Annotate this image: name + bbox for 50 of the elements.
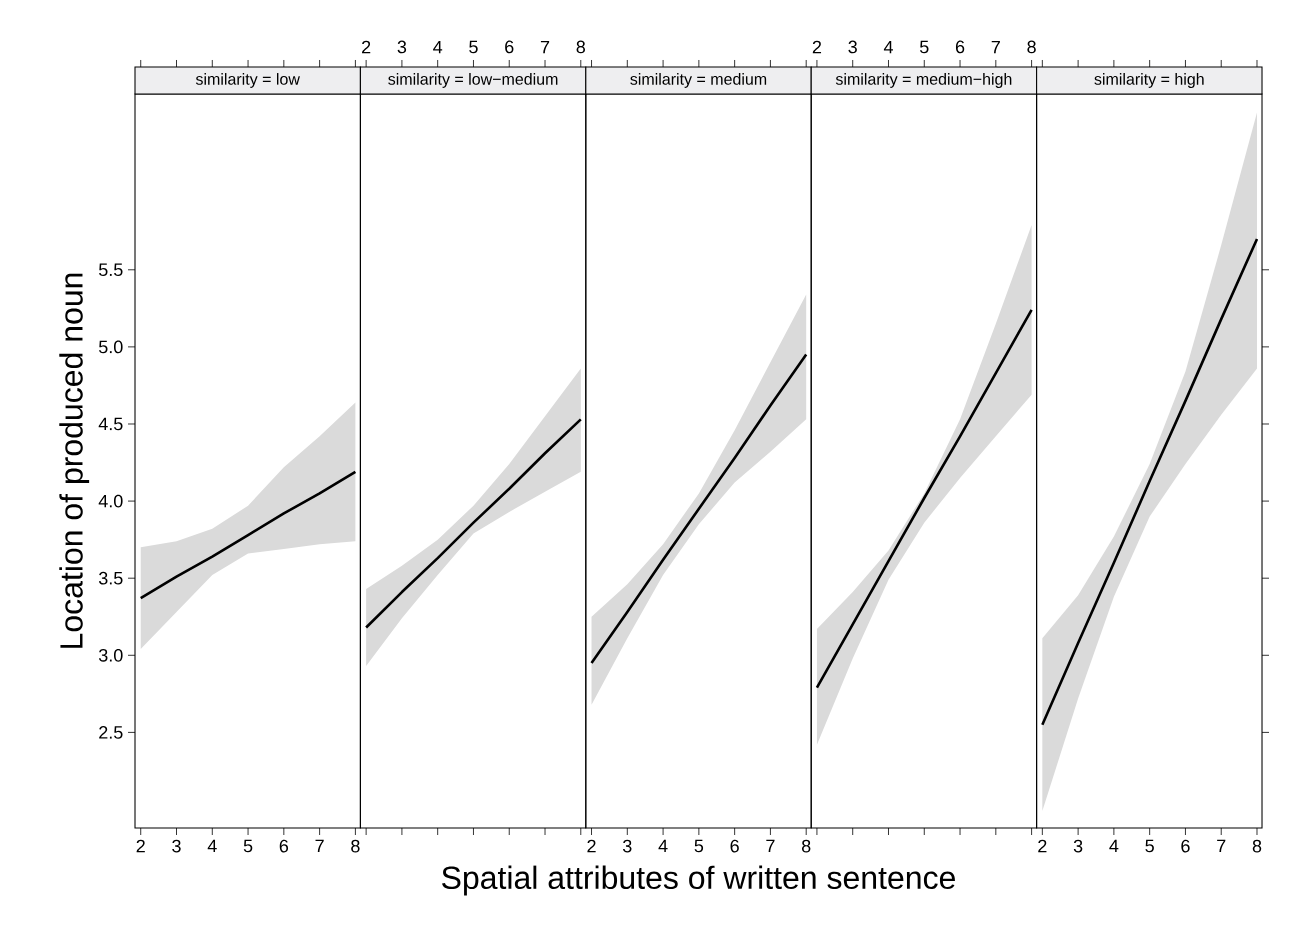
- x-tick-label: 4: [883, 40, 893, 54]
- x-tick-label: 2: [362, 40, 371, 54]
- x-tick-label: 8: [801, 839, 811, 853]
- x-tick-label: 7: [991, 40, 1000, 54]
- chart-title: similarity = low: [195, 73, 300, 88]
- x-tick-label: 8: [1027, 40, 1036, 54]
- x-tick-label: 6: [279, 839, 289, 853]
- y-tick-label: 3.0: [98, 648, 123, 662]
- x-tick-label: 4: [658, 839, 668, 853]
- x-tick-label: 3: [848, 40, 857, 54]
- chart-title: similarity = low−medium: [388, 73, 558, 88]
- x-tick-label: 3: [397, 40, 407, 54]
- x-tick-label: 8: [1252, 839, 1262, 853]
- x-tick-label: 5: [694, 839, 704, 853]
- x-tick-label: 2: [136, 839, 145, 853]
- x-tick-label: 3: [1073, 839, 1083, 853]
- x-tick-label: 8: [576, 40, 586, 54]
- x-tick-label: 2: [587, 839, 596, 853]
- line-series: [139, 470, 357, 600]
- x-tick-label: 7: [540, 40, 550, 54]
- chart-title: similarity = medium−high: [835, 73, 1012, 88]
- x-tick-label: 5: [919, 40, 929, 54]
- x-tick-label: 6: [730, 839, 739, 853]
- x-tick-label: 6: [955, 40, 965, 54]
- x-tick-label: 7: [315, 839, 324, 853]
- y-tick-label: 2.5: [99, 726, 123, 739]
- x-tick-label: 2: [1038, 839, 1047, 853]
- x-tick-label: 3: [172, 839, 181, 853]
- x-tick-label: 3: [622, 839, 632, 853]
- x-tick-label: 6: [505, 40, 514, 54]
- x-tick-label: 8: [351, 839, 360, 853]
- x-tick-label: 4: [1109, 839, 1119, 853]
- chart-title: similarity = high: [1094, 73, 1204, 88]
- y-tick-label: 5.5: [98, 263, 123, 277]
- y-tick-label: 4.0: [98, 494, 123, 508]
- y-tick-label: 3.5: [98, 571, 123, 585]
- chart-title: similarity = medium: [630, 73, 767, 88]
- y-axis-title: Location of produced noun: [59, 273, 90, 648]
- x-tick-label: 5: [243, 839, 253, 853]
- x-tick-label: 4: [433, 40, 443, 54]
- y-tick-label: 4.5: [98, 417, 123, 431]
- y-tick-label: 5.0: [98, 340, 123, 354]
- x-tick-label: 5: [1145, 839, 1154, 853]
- x-tick-label: 6: [1181, 839, 1190, 853]
- x-tick-label: 2: [812, 40, 822, 54]
- x-tick-label: 7: [1217, 839, 1226, 853]
- x-tick-label: 7: [766, 839, 775, 853]
- x-tick-label: 5: [469, 40, 478, 54]
- x-tick-label: 4: [207, 839, 217, 853]
- x-axis-title: Spatial attributes of written sentence: [442, 865, 955, 896]
